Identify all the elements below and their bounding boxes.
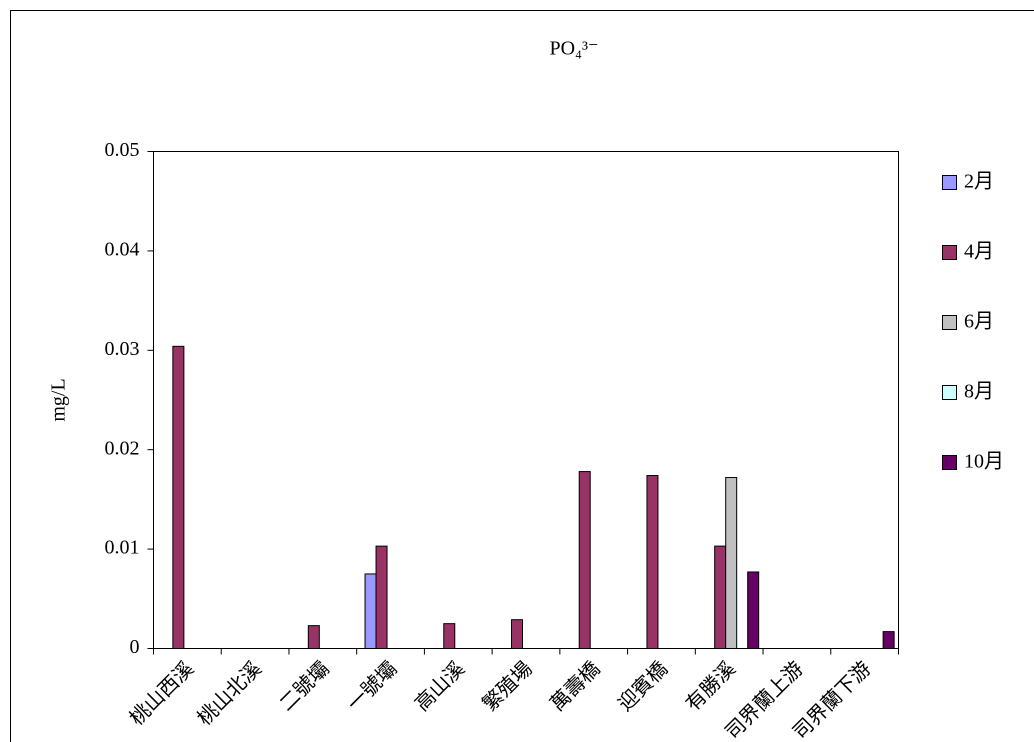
legend-swatch [942, 315, 957, 330]
y-tick-label: 0.01 [105, 537, 140, 559]
y-tick-label: 0.03 [105, 338, 140, 360]
y-tick-label: 0.04 [105, 238, 140, 260]
legend-label: 4月 [964, 241, 994, 263]
chart-title: PO₄³⁻ [549, 38, 598, 60]
y-axis-title: mg/L [48, 378, 70, 421]
bar [375, 545, 388, 649]
legend-label: 8月 [964, 381, 994, 403]
bar [511, 619, 523, 650]
y-tick-label: 0.05 [105, 139, 140, 161]
bar [307, 625, 320, 649]
y-tick-label: 0.02 [105, 437, 140, 459]
bar [747, 571, 760, 649]
legend-swatch [942, 455, 957, 470]
y-tick-label: 0 [130, 636, 140, 658]
plot-area [153, 151, 899, 649]
legend-label: 6月 [964, 311, 994, 333]
bar [578, 471, 591, 649]
bar [443, 623, 456, 650]
bar [882, 631, 895, 649]
legend-label: 2月 [964, 171, 994, 193]
legend-swatch [942, 385, 957, 400]
bar [725, 477, 738, 650]
legend-swatch [942, 245, 957, 260]
bar [646, 475, 659, 649]
bar [714, 545, 727, 649]
bar [364, 573, 377, 650]
bar [172, 345, 185, 649]
legend-swatch [942, 175, 957, 190]
legend-label: 10月 [964, 451, 1004, 473]
